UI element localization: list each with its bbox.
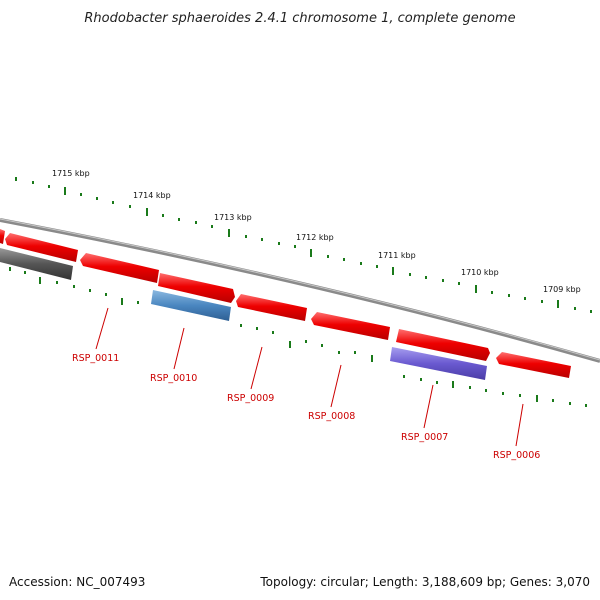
gene-arrow-red[interactable] [236,294,307,321]
kbp-label: 1714 kbp [133,191,171,200]
kbp-labels: 1715 kbp 1714 kbp 1713 kbp 1712 kbp 1711… [52,169,581,294]
chromosome-backbone-highlight [0,218,600,361]
gene-arrow-red[interactable] [311,312,390,340]
map-title: Rhodobacter sphaeroides 2.4.1 chromosome… [84,11,515,26]
kbp-label: 1709 kbp [543,285,581,294]
gene-arrow-red[interactable] [158,273,235,303]
chromosome-backbone [0,218,600,363]
gene-features [0,229,571,380]
kbp-scale-inner [9,267,587,407]
gene-arrow-red[interactable] [0,229,5,244]
gene-label[interactable]: RSP_0007 [401,432,448,443]
kbp-label: 1710 kbp [461,268,499,277]
accession-text: Accession: NC_007493 [9,575,145,589]
gene-arrow-red[interactable] [80,253,159,283]
gene-bar-blue[interactable] [151,290,231,321]
gene-arrow-red[interactable] [496,352,571,378]
gene-bar-gray[interactable] [0,248,73,280]
gene-label[interactable]: RSP_0006 [493,450,540,461]
kbp-label: 1712 kbp [296,233,334,242]
gene-label[interactable]: RSP_0011 [72,353,119,364]
kbp-scale-outer [15,177,592,313]
gene-label[interactable]: RSP_0009 [227,393,274,404]
kbp-label: 1711 kbp [378,251,416,260]
genome-summary-text: Topology: circular; Length: 3,188,609 bp… [259,575,590,589]
gene-labels: RSP_0011 RSP_0010 RSP_0009 RSP_0008 RSP_… [72,353,540,461]
kbp-label: 1715 kbp [52,169,90,178]
gene-arrow-red[interactable] [396,329,490,361]
gene-label[interactable]: RSP_0008 [308,411,355,422]
gene-label[interactable]: RSP_0010 [150,373,197,384]
gene-arrow-red[interactable] [5,233,78,262]
kbp-label: 1713 kbp [214,213,252,222]
gene-bar-purple[interactable] [390,347,487,380]
gene-label-leaders [95,307,524,447]
